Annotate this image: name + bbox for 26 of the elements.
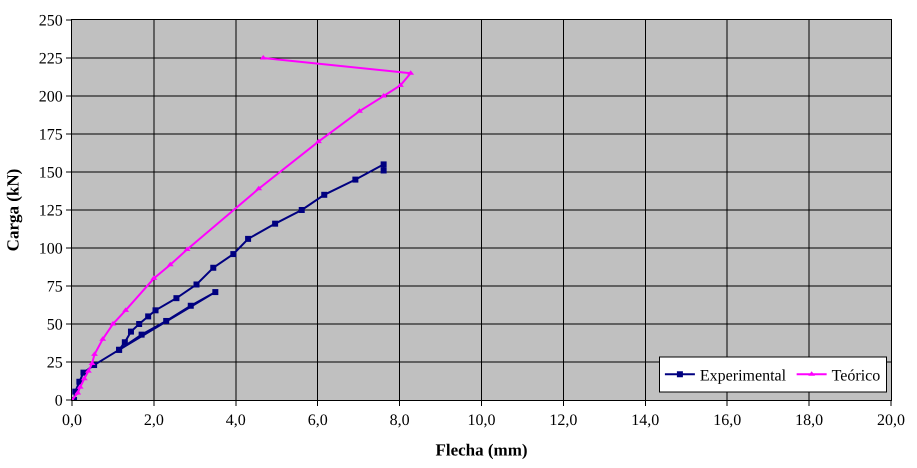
y-tick-label: 175 — [38, 126, 63, 144]
y-tick-label: 100 — [38, 240, 63, 258]
y-tick-label: 75 — [46, 278, 63, 296]
x-tick-label: 10,0 — [468, 412, 496, 430]
x-tick-label: 6,0 — [308, 412, 328, 430]
y-tick-label: 0 — [54, 392, 63, 410]
y-tick-label: 50 — [46, 316, 63, 334]
y-tick-label: 125 — [38, 202, 63, 220]
x-tick-label: 2,0 — [144, 412, 164, 430]
y-tick-label: 150 — [38, 164, 63, 182]
x-tick-label: 14,0 — [631, 412, 660, 430]
legend-label: Teórico — [832, 368, 880, 385]
y-tick-label: 200 — [38, 88, 63, 106]
y-tick-label: 25 — [46, 354, 63, 372]
legend-label: Experimental — [700, 368, 787, 385]
y-axis-title: Carga (kN) — [3, 168, 22, 252]
x-tick-label: 16,0 — [713, 412, 742, 430]
x-tick-label: 0,0 — [62, 412, 82, 430]
x-tick-label: 12,0 — [549, 412, 578, 430]
x-tick-label: 18,0 — [795, 412, 824, 430]
x-tick-label: 8,0 — [390, 412, 410, 430]
x-tick-label: 20,0 — [877, 412, 905, 430]
x-axis-title: Flecha (mm) — [435, 440, 528, 460]
y-tick-label: 225 — [38, 50, 63, 68]
y-tick-label: 250 — [38, 12, 63, 30]
x-tick-label: 4,0 — [226, 412, 246, 430]
